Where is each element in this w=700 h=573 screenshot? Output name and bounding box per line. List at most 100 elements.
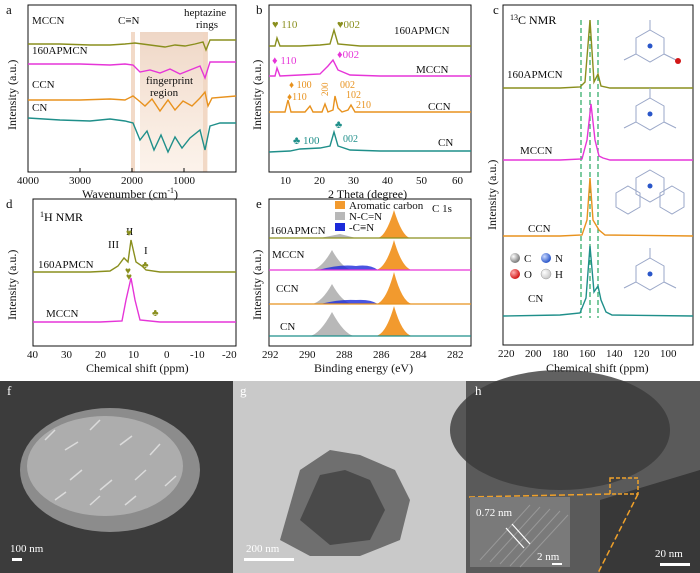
c-series-ccn [503, 177, 694, 237]
e-legend-cn-swatch [335, 223, 345, 231]
h-dark-region [450, 370, 670, 490]
d-tick-0: 0 [164, 349, 170, 361]
h-zoom-box [609, 477, 639, 495]
b-mark-ccn-002: 002 [340, 80, 355, 91]
b-tick-20: 20 [314, 175, 326, 187]
e-tick-284: 284 [410, 349, 427, 361]
a-ann-region: region [150, 87, 179, 99]
a-series-ccn [28, 90, 237, 113]
panel-e: e Aromatic carbon N-C=N -C≡N C 1s 160APM… [250, 196, 472, 375]
c-ylabel: Intensity (a.u.) [485, 160, 499, 230]
a-fingerprint-band [140, 32, 208, 172]
c-label-mccn: MCCN [520, 145, 552, 157]
a-xlabel: Wavenumber (cm-1) [82, 186, 178, 201]
b-ylabel: Intensity (a.u.) [250, 60, 264, 130]
e-ccn-aromatic-peak [376, 272, 412, 304]
d-tick-30: 30 [61, 349, 73, 361]
h-inset-fringes [479, 504, 569, 568]
c-tick-120: 120 [633, 348, 650, 360]
d-mark-club-b: ♣ [152, 308, 159, 319]
panel-a: a MCCN 160APMCN CCN CN C≡N heptazine rin… [5, 2, 237, 201]
e-label-cn: CN [280, 321, 295, 333]
a-label-mccn: MCCN [32, 15, 64, 27]
c-legend-c-ball [510, 253, 520, 263]
b-tick-30: 30 [348, 175, 360, 187]
e-label-mccn: MCCN [272, 249, 304, 261]
c-legend-h-ball [540, 268, 552, 280]
d-peak-iii: III [108, 239, 119, 251]
d-tick-40: 40 [27, 349, 39, 361]
d-title: 1H NMR [40, 210, 83, 224]
e-tick-292: 292 [262, 349, 279, 361]
c-label-ccn: CCN [528, 223, 551, 235]
e-apmcn-aromatic-peak [378, 210, 410, 238]
e-apmcn-nc-peak [320, 234, 356, 238]
h-lattice-label: 0.72 nm [476, 507, 513, 519]
d-series-160apmcn [33, 239, 236, 273]
panel-e-letter: e [256, 196, 262, 211]
a-heptazine-band [203, 32, 207, 172]
b-mark-cn-002: ♣ [335, 119, 342, 131]
h-zoom-line-left [467, 493, 611, 498]
e-legend-cn: -C≡N [349, 222, 374, 234]
c-legend-n-ball [541, 253, 551, 263]
d-mark-club-a: ♣ [142, 260, 149, 271]
e-mccn-cn-peak [318, 265, 378, 270]
b-mark-ccn-110: ♦110 [287, 92, 307, 103]
g-scale-bar [244, 558, 294, 561]
b-label-ccn: CCN [428, 101, 451, 113]
e-xlabel: Binding energy (eV) [314, 361, 413, 375]
a-tick-4000: 4000 [17, 175, 40, 187]
e-ccn-nc-peak [312, 284, 352, 304]
a-series-cn [27, 117, 236, 154]
c-legend-h: H [555, 269, 563, 281]
e-legend-nc: N-C=N [349, 211, 382, 223]
b-mark-cn-100: ♣ 100 [293, 135, 320, 147]
b-tick-50: 50 [416, 175, 428, 187]
a-label-ccn: CCN [32, 79, 55, 91]
e-mccn-aromatic-peak [376, 240, 412, 270]
b-xlabel: 2 Theta (degree) [328, 187, 407, 201]
a-series-mccn [28, 39, 236, 52]
b-mark-mccn-110: ♦ 110 [272, 55, 297, 67]
e-legend-nc-swatch [335, 212, 345, 220]
b-tick-60: 60 [452, 175, 464, 187]
panel-d-letter: d [6, 196, 13, 211]
d-tick-m20: -20 [222, 349, 237, 361]
d-xlabel: Chemical shift (ppm) [86, 361, 189, 375]
a-tick-3000: 3000 [69, 175, 92, 187]
c-title: 13C NMR [510, 13, 556, 27]
b-series-mccn [269, 58, 471, 77]
panel-f-letter: f [7, 383, 12, 398]
a-cn-band [131, 32, 135, 172]
c-legend-o: O [524, 269, 532, 281]
c-tick-100: 100 [660, 348, 677, 360]
e-label-ccn: CCN [276, 283, 299, 295]
e-cn-nc-peak [310, 312, 354, 336]
e-mccn-nc-peak [312, 250, 352, 270]
b-mark-mccn-002: ♦002 [337, 49, 359, 61]
g-particle-core [300, 470, 385, 545]
d-ylabel: Intensity (a.u.) [5, 250, 19, 320]
h-lattice-line-1 [505, 527, 525, 549]
f-scale-label: 100 nm [10, 543, 44, 555]
b-label-cn: CN [438, 137, 453, 149]
c-label-cn: CN [528, 293, 543, 305]
b-series-160apmcn [269, 27, 471, 47]
d-tick-10: 10 [128, 349, 140, 361]
d-tick-20: 20 [95, 349, 107, 361]
c-molecule-ccn [615, 169, 685, 215]
e-tick-282: 282 [447, 349, 464, 361]
h-scale-bar [660, 563, 690, 566]
f-scale-bar [12, 558, 22, 561]
a-tick-1000: 1000 [173, 175, 196, 187]
d-mark-heart-b: ♥ [126, 272, 132, 283]
f-particle-highlight [27, 416, 183, 516]
b-mark-ccn-100: ♦ 100 [289, 80, 312, 91]
panel-g: g 200 nm [233, 381, 466, 573]
panel-f: f 100 nm [0, 381, 233, 573]
b-label-160apmcn: 160APMCN [394, 25, 450, 37]
h-dark-region-2 [600, 470, 700, 573]
panel-c-letter: c [493, 2, 499, 17]
